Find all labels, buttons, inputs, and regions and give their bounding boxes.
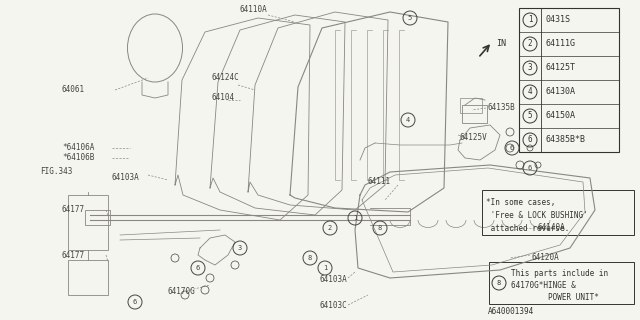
Bar <box>482 190 634 235</box>
Text: 6: 6 <box>510 145 514 151</box>
Text: 2: 2 <box>528 39 532 49</box>
Text: 64104: 64104 <box>212 93 235 102</box>
Text: 64120A: 64120A <box>532 253 560 262</box>
Bar <box>85 210 110 225</box>
Text: 64103A: 64103A <box>112 173 140 182</box>
Text: 64170G: 64170G <box>168 287 196 297</box>
Text: 64130A: 64130A <box>545 87 575 97</box>
Text: attached reverse.: attached reverse. <box>486 224 569 233</box>
Bar <box>489 262 634 304</box>
Text: *In some cases,: *In some cases, <box>486 198 556 207</box>
Text: 8: 8 <box>378 225 382 231</box>
Text: 64177: 64177 <box>62 251 85 260</box>
Text: A640001394: A640001394 <box>488 308 534 316</box>
Text: 64150A: 64150A <box>545 111 575 121</box>
Text: 'Free & LOCK BUSHING': 'Free & LOCK BUSHING' <box>486 211 588 220</box>
Text: 6: 6 <box>528 135 532 145</box>
Text: 0431S: 0431S <box>545 15 570 25</box>
Text: 64135B: 64135B <box>487 103 515 113</box>
Text: 1: 1 <box>323 265 327 271</box>
Text: POWER UNIT*: POWER UNIT* <box>511 293 599 302</box>
Bar <box>462 105 487 123</box>
Text: 64124C: 64124C <box>212 74 240 83</box>
Text: 6: 6 <box>196 265 200 271</box>
Text: 64103A: 64103A <box>320 276 348 284</box>
Text: 64111G: 64111G <box>545 39 575 49</box>
Text: 4: 4 <box>406 117 410 123</box>
Bar <box>68 195 108 250</box>
Text: 64103C: 64103C <box>320 300 348 309</box>
Text: 64177: 64177 <box>62 205 85 214</box>
Text: 64110A: 64110A <box>240 5 268 14</box>
Text: 64385B*B: 64385B*B <box>545 135 585 145</box>
Bar <box>460 98 482 113</box>
Text: *64106B: *64106B <box>62 154 94 163</box>
Text: 3: 3 <box>238 245 242 251</box>
Text: 5: 5 <box>408 15 412 21</box>
Text: 6: 6 <box>133 299 137 305</box>
Text: 64140A: 64140A <box>538 223 566 233</box>
Text: IN: IN <box>496 39 506 49</box>
Text: 2: 2 <box>328 225 332 231</box>
Bar <box>519 8 619 152</box>
Text: 64170G*HINGE &: 64170G*HINGE & <box>511 281 576 290</box>
Text: This parts include in: This parts include in <box>511 269 608 278</box>
Text: 64111: 64111 <box>368 178 391 187</box>
Text: 1: 1 <box>528 15 532 25</box>
Text: 5: 5 <box>528 111 532 121</box>
Bar <box>68 260 108 295</box>
Text: FIG.343: FIG.343 <box>40 167 72 177</box>
Text: 8: 8 <box>497 280 501 286</box>
Text: 1: 1 <box>353 215 357 221</box>
Text: 3: 3 <box>528 63 532 73</box>
Text: 4: 4 <box>528 87 532 97</box>
Text: 64125V: 64125V <box>460 133 488 142</box>
Text: 64125T: 64125T <box>545 63 575 73</box>
Text: *64106A: *64106A <box>62 143 94 153</box>
Text: 8: 8 <box>308 255 312 261</box>
Text: 6: 6 <box>528 165 532 171</box>
Text: 64061: 64061 <box>62 85 85 94</box>
